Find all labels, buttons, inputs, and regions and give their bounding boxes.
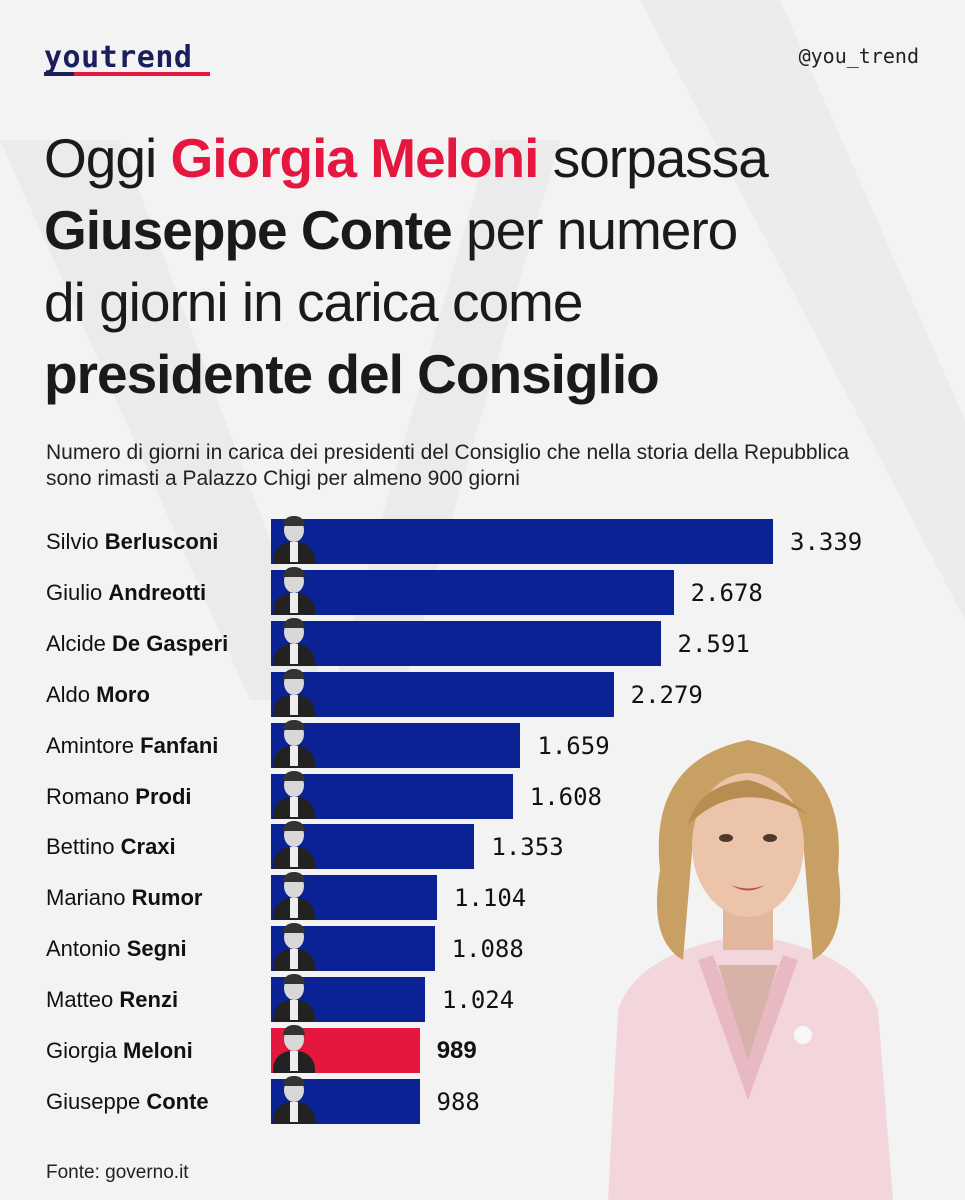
data-label: 988 [436, 1087, 480, 1116]
last-name: Conte [146, 1088, 209, 1114]
meloni-portrait [608, 740, 893, 1200]
avatar [271, 566, 317, 615]
avatar [271, 1075, 317, 1124]
data-label: 2.279 [630, 680, 703, 709]
first-name: Giulio [46, 579, 103, 605]
brand-logo: youtrend [44, 40, 193, 75]
first-name: Giuseppe [46, 1088, 141, 1114]
category-label: Giuseppe Conte [46, 1089, 209, 1115]
bar [271, 671, 614, 717]
avatar [271, 516, 317, 564]
category-label: Silvio Berlusconi [46, 529, 218, 555]
first-name: Romano [46, 783, 130, 809]
headline: Oggi Giorgia Meloni sorpassa Giuseppe Co… [44, 122, 944, 410]
avatar [271, 821, 317, 870]
first-name: Giorgia [46, 1038, 117, 1063]
brand-underline [44, 72, 210, 76]
data-label: 1.608 [529, 782, 602, 811]
headline-conte: Giuseppe Conte [44, 199, 453, 261]
last-name: Meloni [123, 1038, 193, 1063]
last-name: Fanfani [140, 732, 219, 758]
data-label: 3.339 [790, 528, 863, 556]
first-name: Aldo [46, 681, 91, 707]
headline-line3: di giorni in carica come [44, 271, 583, 333]
avatar [271, 770, 317, 819]
last-name: Berlusconi [104, 529, 219, 554]
bar [271, 519, 773, 564]
data-label: 1.088 [451, 935, 524, 964]
first-name: Amintore [46, 732, 135, 758]
last-name: Prodi [135, 783, 192, 809]
category-label: Amintore Fanfani [46, 733, 218, 759]
headline-word-sorpassa: sorpassa [552, 127, 769, 189]
last-name: Renzi [119, 987, 179, 1013]
last-name: Craxi [120, 834, 176, 860]
avatar [271, 872, 317, 921]
avatar [271, 923, 317, 972]
headline-word-per-numero: per numero [466, 199, 738, 261]
category-label: Alcide De Gasperi [46, 631, 228, 657]
first-name: Matteo [46, 987, 114, 1013]
headline-word-oggi: Oggi [44, 127, 157, 189]
last-name: Moro [96, 681, 150, 707]
category-label: Romano Prodi [46, 784, 192, 810]
last-name: Rumor [131, 885, 203, 911]
first-name: Antonio [46, 936, 121, 962]
category-label: Giorgia Meloni [46, 1038, 193, 1064]
bar [271, 569, 674, 615]
headline-meloni: Giorgia Meloni [170, 127, 539, 189]
first-name: Mariano [46, 885, 126, 911]
source-note: Fonte: governo.it [46, 1162, 189, 1183]
data-label: 2.591 [677, 629, 750, 658]
chart-subtitle: Numero di giorni in carica dei president… [46, 441, 850, 490]
headline-line4: presidente del Consiglio [44, 343, 660, 405]
first-name: Bettino [46, 834, 115, 860]
category-label: Giulio Andreotti [46, 580, 206, 606]
category-label: Mariano Rumor [46, 885, 203, 911]
category-label: Matteo Renzi [46, 987, 178, 1013]
first-name: Silvio [46, 529, 99, 554]
data-label: 989 [436, 1037, 477, 1064]
category-label: Antonio Segni [46, 936, 187, 962]
category-label: Aldo Moro [46, 682, 150, 708]
last-name: Segni [126, 936, 187, 962]
avatar [271, 1025, 317, 1073]
avatar [271, 617, 317, 666]
avatar [271, 719, 317, 768]
category-label: Bettino Craxi [46, 834, 176, 860]
data-label: 1.353 [491, 833, 564, 862]
data-label: 2.678 [690, 578, 763, 607]
avatar [271, 668, 317, 717]
avatar [271, 974, 317, 1023]
bar [271, 620, 661, 666]
last-name: De Gasperi [112, 630, 229, 656]
first-name: Alcide [46, 630, 106, 656]
data-label: 1.104 [453, 884, 527, 913]
last-name: Andreotti [108, 579, 207, 605]
data-label: 1.659 [537, 731, 610, 760]
social-handle: @you_trend [798, 44, 919, 68]
data-label: 1.024 [441, 986, 515, 1015]
